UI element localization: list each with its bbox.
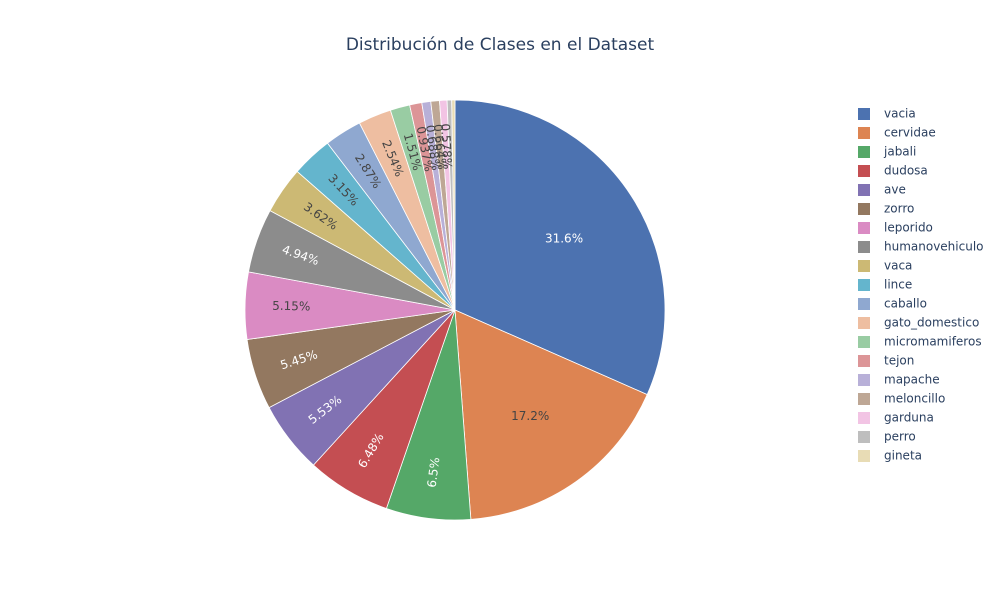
legend-swatch xyxy=(858,127,870,139)
legend-item-gato_domestico[interactable]: gato_domestico xyxy=(858,316,979,330)
slice-label-mapache: 0.688% xyxy=(423,124,443,171)
legend-swatch xyxy=(858,298,870,310)
chart-title: Distribución de Clases en el Dataset xyxy=(346,35,655,55)
legend-label: lince xyxy=(884,278,912,292)
legend-label: vacia xyxy=(884,107,916,121)
legend-swatch xyxy=(858,279,870,291)
pie-slice-cervidae[interactable] xyxy=(454,309,648,520)
legend-swatch xyxy=(858,260,870,272)
legend-swatch xyxy=(858,393,870,405)
legend-label: jabali xyxy=(883,145,916,159)
legend-swatch xyxy=(858,165,870,177)
legend-label: mapache xyxy=(884,373,940,387)
pie-slices xyxy=(244,99,666,521)
legend-swatch xyxy=(858,108,870,120)
legend-swatch xyxy=(858,374,870,386)
legend-swatch xyxy=(858,184,870,196)
legend-item-vaca[interactable]: vaca xyxy=(858,259,912,273)
legend-item-ave[interactable]: ave xyxy=(858,183,906,197)
legend-label: micromamiferos xyxy=(884,335,982,349)
legend-swatch xyxy=(858,241,870,253)
legend-item-mapache[interactable]: mapache xyxy=(858,373,940,387)
legend-swatch xyxy=(858,146,870,158)
legend-item-lince[interactable]: lince xyxy=(858,278,912,292)
legend-item-garduna[interactable]: garduna xyxy=(858,411,934,425)
legend-label: leporido xyxy=(884,221,933,235)
legend-item-dudosa[interactable]: dudosa xyxy=(858,164,928,178)
slice-label-vacia: 31.6% xyxy=(545,231,583,245)
legend-item-meloncillo[interactable]: meloncillo xyxy=(858,392,945,406)
legend-item-caballo[interactable]: caballo xyxy=(858,297,927,311)
legend-label: zorro xyxy=(884,202,914,216)
legend-label: garduna xyxy=(884,411,934,425)
legend-item-gineta[interactable]: gineta xyxy=(858,449,922,463)
legend-swatch xyxy=(858,222,870,234)
legend-item-micromamiferos[interactable]: micromamiferos xyxy=(858,335,982,349)
legend[interactable]: vacia cervidae jabali dudosa ave zorro leporid… xyxy=(858,107,984,463)
legend-label: gineta xyxy=(884,449,922,463)
legend-label: perro xyxy=(884,430,916,444)
slice-label-leporido: 5.15% xyxy=(272,299,310,314)
legend-item-cervidae[interactable]: cervidae xyxy=(858,126,936,140)
legend-label: dudosa xyxy=(884,164,928,178)
legend-item-leporido[interactable]: leporido xyxy=(858,221,933,235)
legend-label: gato_domestico xyxy=(884,316,979,330)
legend-label: tejon xyxy=(884,354,914,368)
legend-item-tejon[interactable]: tejon xyxy=(858,354,914,368)
legend-swatch xyxy=(858,336,870,348)
slice-label-meloncillo: 0.664% xyxy=(431,123,449,170)
pie-slice-vacia[interactable] xyxy=(454,99,666,396)
legend-swatch xyxy=(858,412,870,424)
legend-label: vaca xyxy=(884,259,912,273)
slice-label-jabali: 6.5% xyxy=(425,456,443,488)
legend-item-humanovehiculo[interactable]: humanovehiculo xyxy=(858,240,984,254)
legend-swatch xyxy=(858,431,870,443)
legend-label: cervidae xyxy=(884,126,936,140)
legend-item-zorro[interactable]: zorro xyxy=(858,202,914,216)
legend-swatch xyxy=(858,450,870,462)
legend-item-jabali[interactable]: jabali xyxy=(858,145,916,159)
legend-swatch xyxy=(858,355,870,367)
legend-swatch xyxy=(858,203,870,215)
legend-swatch xyxy=(858,317,870,329)
legend-label: caballo xyxy=(884,297,927,311)
legend-item-perro[interactable]: perro xyxy=(858,430,916,444)
slice-label-garduna: 0.578% xyxy=(438,123,455,169)
legend-label: ave xyxy=(884,183,906,197)
legend-label: meloncillo xyxy=(884,392,945,406)
legend-item-vacia[interactable]: vacia xyxy=(858,107,916,121)
slice-label-cervidae: 17.2% xyxy=(511,409,549,423)
legend-label: humanovehiculo xyxy=(884,240,984,254)
pie-slice-gineta[interactable] xyxy=(451,99,456,311)
